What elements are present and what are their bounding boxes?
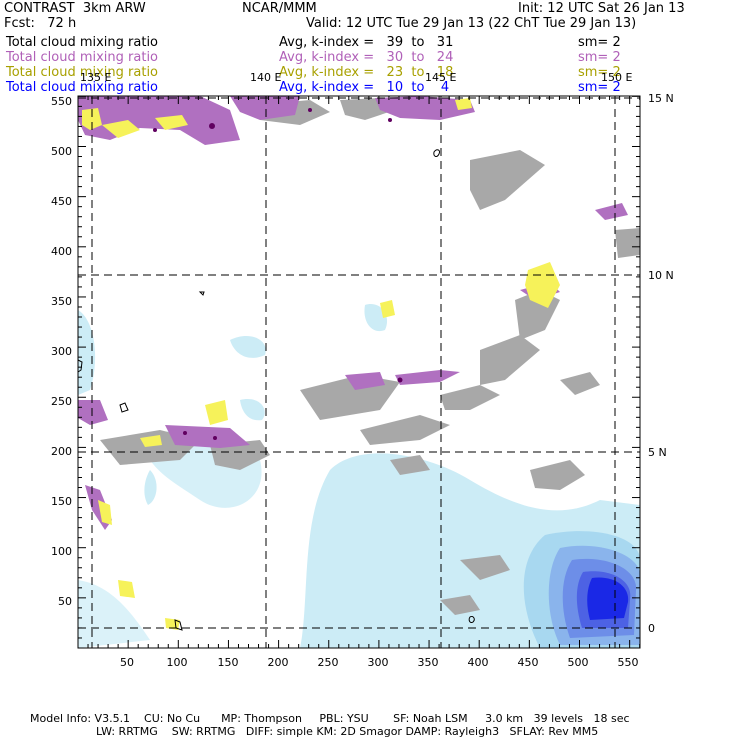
x-tick-label: 300 <box>368 656 389 669</box>
y-tick-label: 550 <box>51 95 72 108</box>
y-tick-label: 200 <box>51 445 72 458</box>
blue-cloud-core <box>523 531 640 648</box>
lon-label-150e: 150 E <box>601 71 632 84</box>
lat-label-0: 0 <box>648 622 655 635</box>
yellow-cloud-patches <box>82 98 560 630</box>
x-tick-label: 100 <box>167 656 188 669</box>
y-tick-label: 300 <box>51 345 72 358</box>
lat-label-5n: 5 N <box>648 446 667 459</box>
y-tick-label: 100 <box>51 545 72 558</box>
forecast-hour: Fcst: 72 h <box>4 16 77 31</box>
latlon-grid <box>78 96 640 648</box>
field-3-sm: sm= 2 <box>578 65 621 80</box>
axis-ticks <box>78 95 641 648</box>
lat-label-15n: 15 N <box>648 92 674 105</box>
field-2-sm: sm= 2 <box>578 50 621 65</box>
x-tick-label: 550 <box>618 656 639 669</box>
field-2-avg: Avg, k-index = 30 to 24 <box>279 50 454 65</box>
y-axis-labels: 50 100 150 200 250 300 350 400 450 500 5… <box>51 95 72 608</box>
y-tick-label: 250 <box>51 395 72 408</box>
x-tick-label: 350 <box>418 656 439 669</box>
model-title: CONTRAST 3km ARW <box>4 1 146 16</box>
field-1-sm: sm= 2 <box>578 35 621 50</box>
init-time: Init: 12 UTC Sat 26 Jan 13 <box>518 1 685 16</box>
field-3-name: Total cloud mixing ratio <box>6 65 159 80</box>
field-4-name: Total cloud mixing ratio <box>6 80 159 95</box>
x-axis-labels: 50 100 150 200 250 300 350 400 450 500 5… <box>120 656 639 669</box>
field-1-name: Total cloud mixing ratio <box>6 35 159 50</box>
valid-time: Valid: 12 UTC Tue 29 Jan 13 (22 ChT Tue … <box>306 16 637 31</box>
center-label: NCAR/MMM <box>242 1 317 16</box>
y-tick-label: 150 <box>51 495 72 508</box>
coastlines <box>77 149 475 631</box>
field-4-avg: Avg, k-index = 10 to 4 <box>279 80 450 95</box>
lat-label-10n: 10 N <box>648 269 674 282</box>
x-tick-label: 500 <box>568 656 589 669</box>
y-tick-label: 450 <box>51 195 72 208</box>
lon-label-145e: 145 E <box>425 71 456 84</box>
model-info-line1: Model Info: V3.5.1 CU: No Cu MP: Thompso… <box>30 712 630 725</box>
y-tick-label: 350 <box>51 295 72 308</box>
x-tick-label: 150 <box>218 656 239 669</box>
field-4-sm: sm= 2 <box>578 80 621 95</box>
lon-label-140e: 140 E <box>250 71 281 84</box>
x-tick-label: 200 <box>268 656 289 669</box>
x-tick-label: 250 <box>318 656 339 669</box>
y-tick-label: 400 <box>51 245 72 258</box>
x-tick-label: 50 <box>120 656 134 669</box>
field-1-avg: Avg, k-index = 39 to 31 <box>279 35 454 50</box>
field-2-name: Total cloud mixing ratio <box>6 50 159 65</box>
model-info-line2: LW: RRTMG SW: RRTMG DIFF: simple KM: 2D … <box>96 725 599 738</box>
x-tick-label: 450 <box>518 656 539 669</box>
y-tick-label: 50 <box>58 595 72 608</box>
field-3-avg: Avg, k-index = 23 to 18 <box>279 65 454 80</box>
x-tick-label: 400 <box>468 656 489 669</box>
y-tick-label: 500 <box>51 145 72 158</box>
lon-label-135e: 135 E <box>80 71 111 84</box>
